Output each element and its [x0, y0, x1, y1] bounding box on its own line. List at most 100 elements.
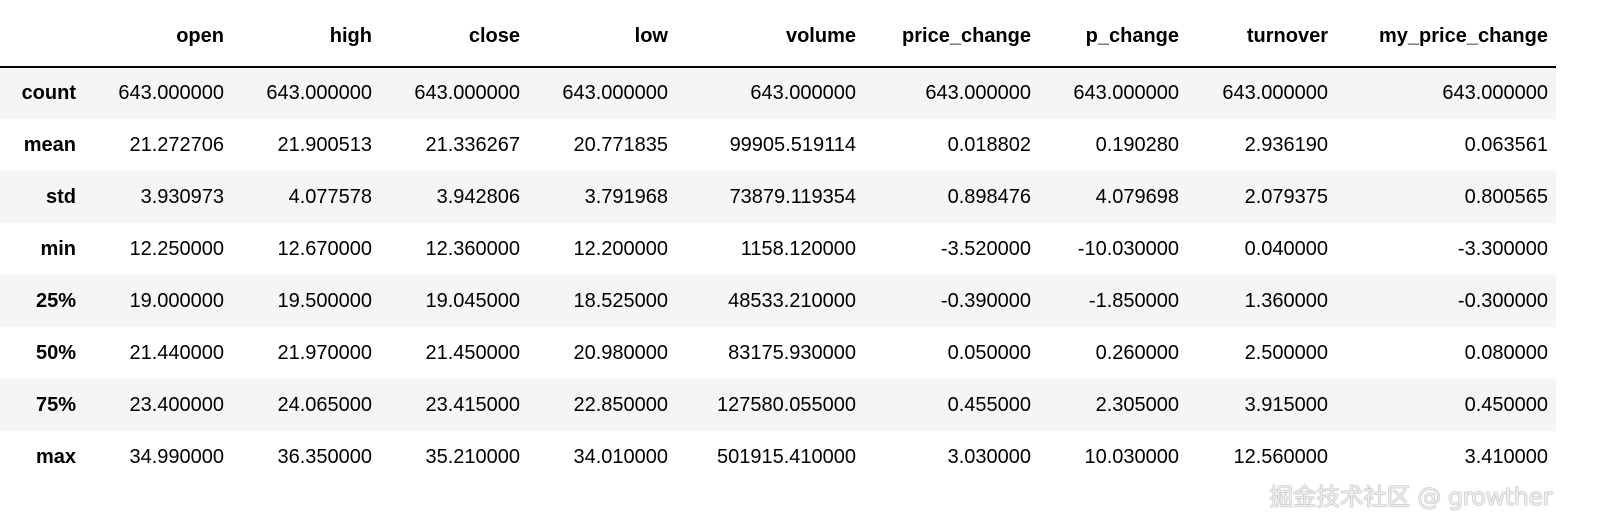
table-cell: 18.525000 [573, 289, 668, 312]
table-cell: -10.030000 [1077, 237, 1179, 260]
table-cell: 35.210000 [425, 445, 520, 468]
table-cell: 99905.519114 [729, 133, 856, 156]
table-cell: 2.079375 [1244, 185, 1328, 208]
table-cell: 1.360000 [1244, 289, 1328, 312]
row-label: min [40, 237, 76, 260]
table-cell: 21.440000 [129, 341, 224, 364]
table-cell: 643.000000 [750, 82, 856, 104]
table-cell: 643.000000 [1073, 82, 1179, 104]
column-header-price-change: price_change [864, 0, 1039, 68]
table-cell: 12.670000 [277, 237, 372, 260]
table-cell: 34.990000 [129, 445, 224, 468]
table-cell: 0.190280 [1095, 133, 1179, 156]
column-header-high: high [232, 0, 380, 68]
table-cell: 0.050000 [947, 341, 1031, 364]
table-cell: 0.800565 [1464, 185, 1548, 208]
table-cell: 3.030000 [947, 445, 1031, 468]
table-cell: -3.300000 [1457, 237, 1548, 260]
table-cell: -1.850000 [1088, 289, 1179, 312]
table-cell: 3.791968 [584, 185, 668, 208]
table-cell: 3.942806 [436, 185, 520, 208]
table-cell: 19.500000 [277, 289, 372, 312]
table-row: max 34.990000 36.350000 35.210000 34.010000 5… [0, 431, 1556, 483]
table-cell: 12.560000 [1233, 445, 1328, 468]
column-header-open: open [84, 0, 232, 68]
table-cell: 4.077578 [288, 185, 372, 208]
table-row: count 643.000000 643.000000 643.000000 643.0… [0, 67, 1556, 119]
table-row: min 12.250000 12.670000 12.360000 12.200000 1… [0, 223, 1556, 275]
table-cell: 3.930973 [140, 185, 224, 208]
table-cell: 12.200000 [573, 237, 668, 260]
table-cell: 21.450000 [425, 341, 520, 364]
table-row: mean 21.272706 21.900513 21.336267 20.771835… [0, 119, 1556, 171]
row-label: 75% [35, 393, 76, 416]
table-cell: 0.018802 [947, 133, 1031, 156]
column-header-p-change: p_change [1039, 0, 1187, 68]
table-cell: 0.455000 [947, 393, 1031, 416]
row-label: 25% [35, 289, 76, 312]
table-cell: 643.000000 [118, 82, 224, 104]
table-cell: 48533.210000 [728, 289, 856, 312]
table-cell: -0.300000 [1457, 289, 1548, 312]
table-cell: 34.010000 [573, 445, 668, 468]
table-cell: 0.080000 [1464, 341, 1548, 364]
table-cell: 23.400000 [129, 393, 224, 416]
table-cell: 0.898476 [947, 185, 1031, 208]
table-cell: 643.000000 [1442, 82, 1548, 104]
row-label: std [46, 185, 76, 208]
index-header [0, 0, 84, 68]
header-row: open high close low volume price_change p_chan… [0, 0, 1556, 68]
table-row: 75% 23.400000 24.065000 23.415000 22.850000 1… [0, 379, 1556, 431]
table-cell: 12.250000 [129, 237, 224, 260]
row-label: count [21, 82, 76, 104]
column-header-turnover: turnover [1187, 0, 1336, 68]
table-cell: 2.500000 [1244, 341, 1328, 364]
table-cell: 4.079698 [1095, 185, 1179, 208]
table-cell: 73879.119354 [729, 185, 856, 208]
table-row: 50% 21.440000 21.970000 21.450000 20.980000 8… [0, 327, 1556, 379]
row-label: max [35, 445, 76, 468]
table-cell: 501915.410000 [716, 445, 856, 468]
table-cell: 643.000000 [1222, 82, 1328, 104]
table-cell: 1158.120000 [740, 237, 856, 260]
row-label: 50% [35, 341, 76, 364]
table-cell: 127580.055000 [716, 393, 856, 416]
table-cell: 12.360000 [425, 237, 520, 260]
describe-table: open high close low volume price_change p_chan… [0, 0, 1556, 483]
table-cell: 19.045000 [425, 289, 520, 312]
row-label: mean [23, 133, 76, 156]
table-cell: 22.850000 [573, 393, 668, 416]
column-header-my-price-change: my_price_change [1336, 0, 1556, 68]
table-cell: 23.415000 [425, 393, 520, 416]
table-cell: 643.000000 [414, 82, 520, 104]
table-cell: 19.000000 [129, 289, 224, 312]
table-cell: 24.065000 [277, 393, 372, 416]
table-cell: 20.980000 [573, 341, 668, 364]
column-header-volume: volume [676, 0, 864, 68]
table-row: std 3.930973 4.077578 3.942806 3.791968 73879… [0, 171, 1556, 223]
column-header-low: low [528, 0, 676, 68]
table-cell: 643.000000 [562, 82, 668, 104]
watermark: 掘金技术社区 @ growther [1269, 483, 1552, 511]
table-cell: -0.390000 [940, 289, 1031, 312]
table-cell: 643.000000 [266, 82, 372, 104]
table-cell: 0.063561 [1464, 133, 1548, 156]
column-header-close: close [380, 0, 528, 68]
table-body: count 643.000000 643.000000 643.000000 643.0… [0, 67, 1556, 483]
table-cell: 643.000000 [925, 82, 1031, 104]
table-cell: 83175.930000 [728, 341, 856, 364]
table-cell: 21.272706 [129, 133, 224, 156]
table-cell: 3.915000 [1244, 393, 1328, 416]
table-cell: 10.030000 [1084, 445, 1179, 468]
table-cell: 0.450000 [1464, 393, 1548, 416]
table-cell: 21.970000 [277, 341, 372, 364]
table-cell: -3.520000 [940, 237, 1031, 260]
table-cell: 2.305000 [1095, 393, 1179, 416]
table-cell: 0.260000 [1095, 341, 1179, 364]
table-cell: 2.936190 [1244, 133, 1328, 156]
table-cell: 0.040000 [1244, 237, 1328, 260]
table-cell: 21.336267 [425, 133, 520, 156]
table-cell: 36.350000 [277, 445, 372, 468]
table-cell: 20.771835 [573, 133, 668, 156]
table-cell: 21.900513 [277, 133, 372, 156]
